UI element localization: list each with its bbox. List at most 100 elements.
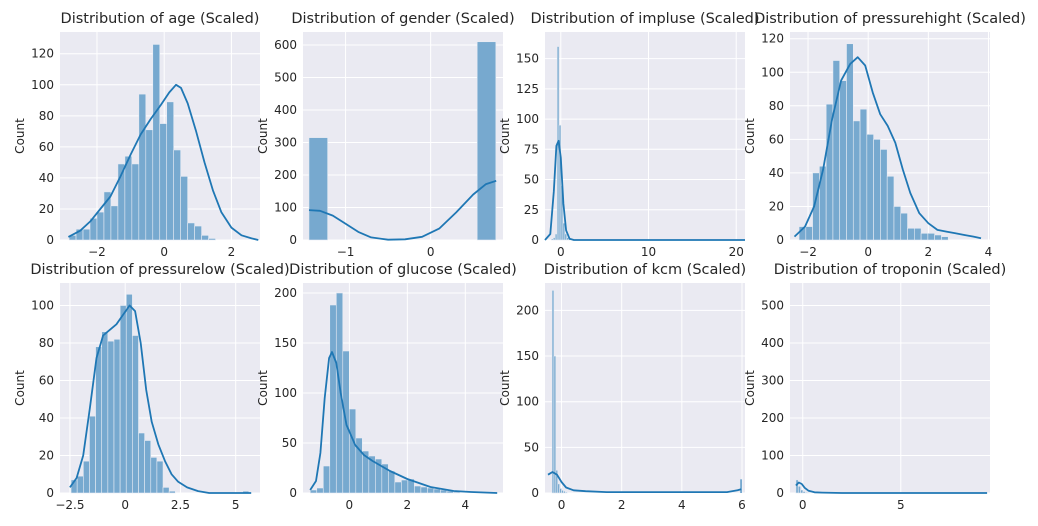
histogram-bar bbox=[553, 355, 557, 494]
histogram-bar bbox=[802, 491, 806, 494]
histogram-bar bbox=[420, 486, 428, 494]
plot-background bbox=[790, 283, 990, 493]
y-tick-label: 0 bbox=[289, 486, 297, 500]
panel-6: 0 2 4 0 50 100 150 200 Distribution of glucose (… bbox=[256, 262, 517, 512]
histogram-bar bbox=[95, 346, 103, 494]
histogram-bar bbox=[138, 432, 145, 494]
y-tick-label: 50 bbox=[524, 173, 539, 187]
histogram-bar bbox=[427, 487, 435, 494]
histogram-bar bbox=[173, 149, 181, 241]
x-tick-label: 20 bbox=[729, 245, 744, 259]
y-tick-label: 0 bbox=[289, 233, 297, 247]
histogram-bar bbox=[388, 470, 396, 494]
histogram-bar bbox=[309, 489, 318, 494]
histogram-bar bbox=[180, 176, 188, 241]
histogram-bar bbox=[119, 305, 127, 494]
y-tick-label: 20 bbox=[39, 449, 54, 463]
histogram-bar bbox=[934, 234, 942, 241]
panel-7: 0 2 4 6 0 50 100 150 200 Distribution of kcm (Sca… bbox=[498, 262, 746, 512]
x-tick-label: −2 bbox=[799, 245, 817, 259]
x-tick-label: 5 bbox=[232, 498, 240, 512]
x-tick-label: 0 bbox=[557, 245, 565, 259]
histogram-bar bbox=[558, 124, 562, 241]
x-tick-label: 5 bbox=[897, 498, 905, 512]
histogram-bar bbox=[927, 232, 935, 241]
y-tick-label: 0 bbox=[531, 233, 539, 247]
x-tick-label: 0 bbox=[160, 245, 168, 259]
y-axis-label: Count bbox=[256, 118, 270, 154]
y-tick-label: 60 bbox=[769, 132, 784, 146]
y-tick-label: 50 bbox=[524, 440, 539, 454]
histogram-bar bbox=[866, 134, 874, 241]
histogram-bar bbox=[562, 222, 566, 241]
histogram-bar bbox=[797, 485, 801, 494]
y-tick-label: 100 bbox=[31, 78, 54, 92]
chart-title: Distribution of gender (Scaled) bbox=[291, 11, 514, 27]
histogram-bar bbox=[132, 335, 139, 494]
histogram-bar bbox=[852, 120, 861, 241]
y-tick-label: 100 bbox=[31, 299, 54, 313]
histogram-bar bbox=[914, 227, 922, 241]
y-tick-label: 60 bbox=[39, 140, 54, 154]
histogram-bar bbox=[800, 489, 804, 494]
y-axis-label: Count bbox=[743, 370, 757, 406]
histogram-bar bbox=[131, 163, 140, 241]
x-tick-label: 4 bbox=[678, 498, 686, 512]
x-tick-label: 4 bbox=[461, 498, 469, 512]
kde-line bbox=[309, 351, 498, 494]
y-tick-label: 100 bbox=[761, 65, 784, 79]
histogram-bar bbox=[107, 340, 115, 494]
x-tick-label: 2.5 bbox=[171, 498, 190, 512]
histogram-bar bbox=[101, 331, 109, 494]
histogram-bar bbox=[150, 457, 158, 494]
histogram-bar bbox=[335, 292, 344, 494]
y-tick-label: 200 bbox=[516, 303, 539, 317]
kde-line bbox=[793, 56, 982, 240]
histogram-bar bbox=[805, 226, 813, 241]
x-tick-label: 4 bbox=[985, 245, 993, 259]
y-tick-label: 25 bbox=[524, 203, 539, 217]
x-tick-label: 6 bbox=[738, 498, 746, 512]
y-tick-label: 300 bbox=[761, 374, 784, 388]
histogram-bar bbox=[76, 475, 84, 494]
histogram-bar bbox=[156, 460, 164, 494]
y-tick-label: 80 bbox=[39, 336, 54, 350]
y-tick-label: 100 bbox=[274, 386, 297, 400]
y-axis-label: Count bbox=[13, 118, 27, 154]
x-tick-label: −2 bbox=[88, 245, 106, 259]
histogram-bar bbox=[113, 338, 121, 494]
histogram-bar bbox=[82, 228, 91, 241]
plot-background bbox=[303, 32, 503, 240]
x-tick-label: 2 bbox=[228, 245, 236, 259]
histogram-bar bbox=[145, 129, 154, 241]
histogram-bar bbox=[329, 304, 337, 494]
y-tick-label: 0 bbox=[776, 486, 784, 500]
histogram-bar bbox=[859, 108, 868, 241]
y-tick-label: 300 bbox=[274, 136, 297, 150]
histogram-bar bbox=[394, 481, 402, 494]
chart-title: Distribution of troponin (Scaled) bbox=[774, 262, 1007, 278]
histogram-bar bbox=[804, 491, 808, 494]
plot-background bbox=[545, 283, 745, 493]
y-tick-label: 0 bbox=[46, 486, 54, 500]
y-tick-label: 500 bbox=[761, 299, 784, 313]
x-tick-label: 0 bbox=[427, 245, 435, 259]
y-tick-label: 40 bbox=[39, 411, 54, 425]
chart-title: Distribution of kcm (Scaled) bbox=[544, 262, 746, 278]
kde-line bbox=[795, 481, 988, 494]
y-tick-label: 600 bbox=[274, 38, 297, 52]
x-tick-label: −1 bbox=[337, 245, 355, 259]
y-tick-label: 200 bbox=[761, 411, 784, 425]
y-tick-label: 0 bbox=[531, 486, 539, 500]
histogram-bar bbox=[96, 211, 105, 241]
y-tick-label: 100 bbox=[516, 395, 539, 409]
histogram-bar bbox=[941, 236, 949, 241]
histogram-bar bbox=[201, 235, 209, 241]
histogram-bar bbox=[740, 479, 743, 493]
chart-title: Distribution of glucose (Scaled) bbox=[289, 262, 517, 278]
histogram-bar bbox=[555, 469, 559, 494]
y-axis-label: Count bbox=[498, 370, 512, 406]
panel-2: −1 0 0 100 200 300 400 500 600 Distribution of ge… bbox=[256, 11, 515, 259]
